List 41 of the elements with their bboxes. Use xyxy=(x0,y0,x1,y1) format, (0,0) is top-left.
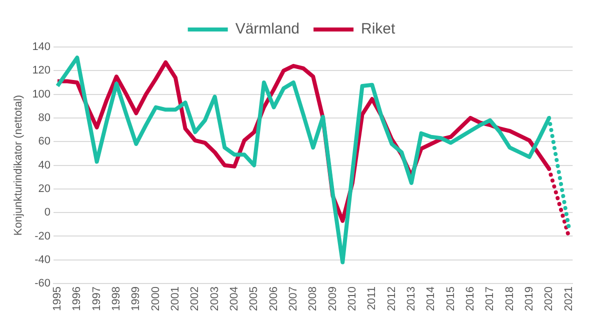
x-tick-label: 1996 xyxy=(71,286,84,312)
x-tick-label: 2014 xyxy=(425,286,438,312)
legend-label: Riket xyxy=(361,20,396,38)
y-tick-label: 120 xyxy=(32,64,51,77)
x-tick-label: 2018 xyxy=(504,286,516,312)
y-tick-label: -20 xyxy=(34,230,51,242)
x-tick-label: 2021 xyxy=(562,286,575,312)
x-tick-label: 2017 xyxy=(484,286,496,312)
x-tick-label: 2015 xyxy=(444,286,457,312)
y-tick-label: 20 xyxy=(38,182,51,195)
x-tick-label: 2016 xyxy=(464,286,476,312)
y-tick-label: 0 xyxy=(44,206,51,219)
x-tick-label: 2008 xyxy=(307,286,320,312)
x-tick-label: 1998 xyxy=(110,286,123,312)
x-tick-label: 2004 xyxy=(228,286,240,312)
x-tick-label: 2011 xyxy=(366,286,378,310)
x-tick-label: 2001 xyxy=(169,286,182,312)
x-tick-label: 2019 xyxy=(523,286,536,312)
x-tick-label: 2000 xyxy=(150,286,162,312)
y-tick-label: 140 xyxy=(32,41,51,54)
x-tick-label: 1995 xyxy=(52,286,64,312)
y-tick-label: -60 xyxy=(34,278,51,290)
y-tick-label: -40 xyxy=(34,254,51,266)
x-tick-label: 2007 xyxy=(287,286,300,312)
x-tick-label: 1999 xyxy=(130,286,142,312)
y-tick-label: 60 xyxy=(38,136,51,148)
y-tick-label: 80 xyxy=(38,112,51,124)
y-tick-label: 100 xyxy=(32,88,51,100)
x-tick-label: 2020 xyxy=(543,286,556,312)
y-tick-label: 40 xyxy=(38,159,51,172)
legend-label: Värmland xyxy=(235,20,300,38)
x-tick-label: 2012 xyxy=(386,286,398,312)
x-tick-label: 2009 xyxy=(326,286,339,312)
x-tick-label: 2002 xyxy=(189,286,202,312)
x-tick-label: 2013 xyxy=(405,286,418,312)
y-axis-title: Konjunkturindikator (nettotal) xyxy=(12,94,25,236)
x-tick-label: 1997 xyxy=(90,286,103,312)
x-tick-label: 2006 xyxy=(268,286,280,312)
x-tick-label: 2010 xyxy=(346,286,358,312)
x-tick-label: 2003 xyxy=(208,286,221,312)
x-tick-label: 2005 xyxy=(248,286,260,312)
